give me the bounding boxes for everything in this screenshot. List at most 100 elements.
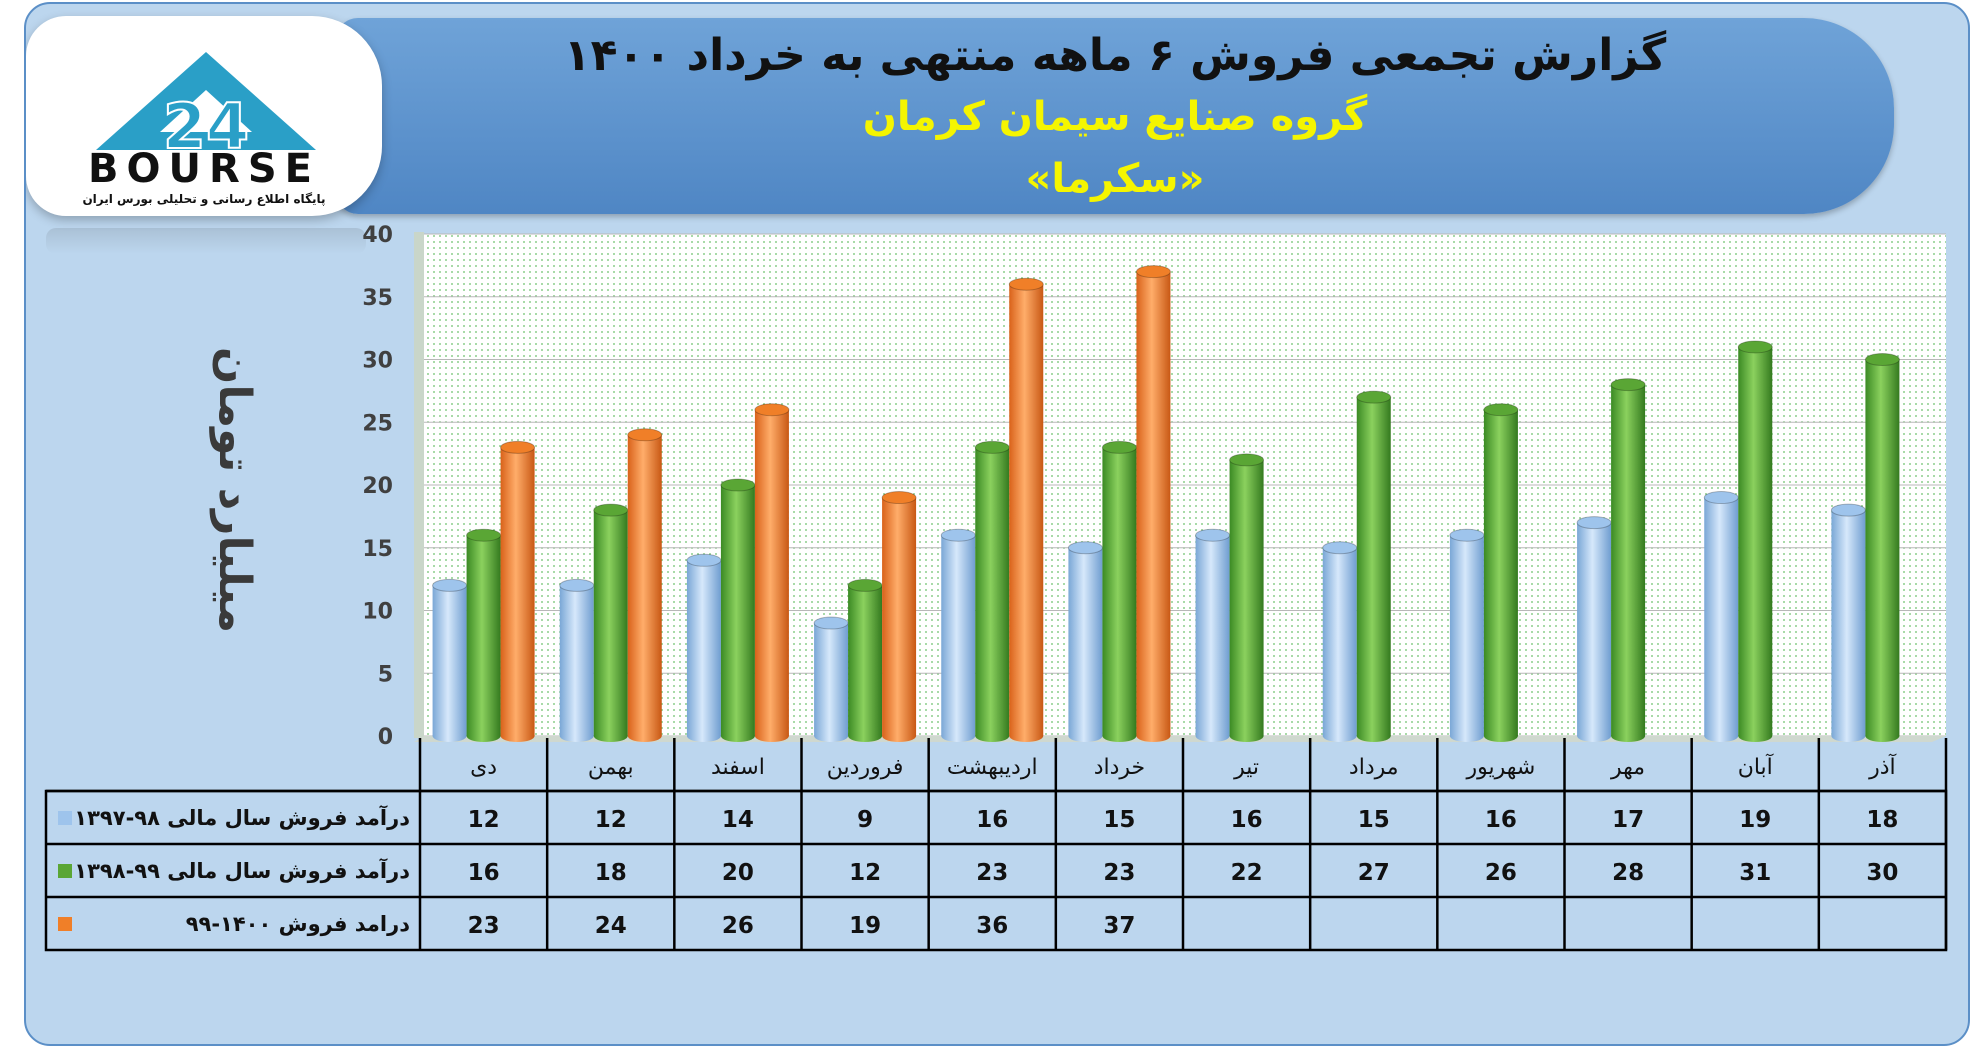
company-name: گروه صنایع سیمان کرمان [862, 94, 1368, 140]
bar [1576, 516, 1612, 742]
bar [500, 440, 536, 742]
bar [1703, 491, 1739, 742]
bar [1322, 541, 1358, 742]
y-tick-label: 10 [362, 600, 393, 625]
bar [686, 553, 722, 742]
bar [466, 528, 502, 742]
data-label: 20 [722, 860, 754, 886]
bar [1449, 528, 1485, 742]
data-label: 16 [1485, 807, 1517, 833]
y-tick-label: 40 [362, 223, 393, 248]
category-label: آبان [1738, 753, 1774, 780]
logo-wordmark: BOURSE [88, 146, 320, 192]
bar [1864, 353, 1900, 742]
category-label: فروردین [827, 755, 904, 780]
data-label: 16 [1231, 807, 1263, 833]
category-label: آذر [1868, 753, 1896, 780]
data-label: 18 [595, 860, 627, 886]
data-label: 14 [722, 807, 754, 833]
y-tick-label: 25 [362, 411, 393, 436]
bar [1008, 277, 1044, 742]
category-label: شهریور [1466, 755, 1536, 780]
y-tick-label: 35 [362, 286, 393, 311]
bar [1356, 390, 1392, 742]
data-table: دی بهمن اسفند فروردین اردیبهشت خرداد تیر مرداد ش… [44, 738, 1948, 952]
data-label: 19 [849, 913, 881, 939]
logo-tagline: پایگاه اطلاع رسانی و تحلیلی بورس ایران [82, 192, 326, 206]
report-title: گزارش تجمعی فروش ۶ ماهه منتهی به خرداد ۱… [563, 30, 1667, 81]
data-label: 26 [1485, 860, 1517, 886]
bar [559, 578, 595, 742]
data-label: 31 [1739, 860, 1771, 886]
data-label: 23 [976, 860, 1008, 886]
data-label: 16 [976, 807, 1008, 833]
legend-entry: درآمد فروش سال مالی ۹۹-۱۳۹۸ [74, 858, 410, 883]
y-tick-label: 0 [378, 725, 393, 750]
data-label: 19 [1739, 807, 1771, 833]
plot-floor [414, 736, 1946, 742]
bars [432, 265, 1900, 742]
bar [720, 478, 756, 742]
logo-reflection [46, 228, 366, 254]
data-label: 16 [468, 860, 500, 886]
bar [813, 616, 849, 742]
svg-text:24: 24 [163, 90, 249, 156]
legend-entry: درامد فروش ۱۴۰۰-۹۹ [186, 912, 411, 936]
data-label: 15 [1103, 807, 1135, 833]
legend-swatch [58, 917, 72, 931]
data-label: 12 [849, 860, 881, 886]
ticker-symbol: «سکرما» [1025, 156, 1205, 202]
data-label: 37 [1103, 913, 1135, 939]
bar [974, 440, 1010, 742]
data-label: 28 [1612, 860, 1644, 886]
category-label: بهمن [588, 755, 634, 780]
bar [1610, 378, 1646, 742]
bar [881, 491, 917, 742]
data-label: 27 [1358, 860, 1390, 886]
data-label: 12 [468, 807, 500, 833]
bar [847, 578, 883, 742]
bourse-logo: 24 BOURSE پایگاه اطلاع رسانی و تحلیلی بو… [26, 16, 382, 216]
legend-swatch [58, 811, 72, 825]
y-axis-ticks: 0 5 10 15 20 25 30 35 40 [362, 223, 393, 750]
data-label: 23 [1103, 860, 1135, 886]
bar [593, 503, 629, 742]
bar [1229, 453, 1265, 742]
bar [1067, 541, 1103, 742]
bar [1737, 340, 1773, 742]
bourse-triangle-icon: 24 [96, 52, 316, 156]
data-label: 12 [595, 807, 627, 833]
bar [1135, 265, 1171, 742]
legend-entry: درآمد فروش سال مالی ۹۸-۱۳۹۷ [74, 805, 410, 830]
category-label: خرداد [1094, 755, 1145, 780]
category-label: اردیبهشت [947, 755, 1038, 780]
y-tick-label: 5 [378, 662, 393, 687]
category-label: اسفند [711, 755, 765, 780]
data-label: 15 [1358, 807, 1390, 833]
category-label: مرداد [1349, 755, 1399, 780]
bar [1483, 403, 1519, 742]
data-label: 18 [1866, 807, 1898, 833]
data-label: 36 [976, 913, 1008, 939]
bar [627, 428, 663, 742]
bar [940, 528, 976, 742]
category-label: دی [470, 755, 497, 780]
plot-area [414, 232, 1946, 742]
data-label: 9 [857, 807, 873, 833]
legend-swatch [58, 864, 72, 878]
data-label: 22 [1231, 860, 1263, 886]
back-wall-edge [414, 232, 424, 738]
title-banner: گزارش تجمعی فروش ۶ ماهه منتهی به خرداد ۱… [336, 18, 1894, 214]
y-tick-label: 20 [362, 474, 393, 499]
category-label: تیر [1233, 755, 1259, 780]
data-label: 30 [1866, 860, 1898, 886]
y-axis-label: میلیارد تومان [209, 347, 260, 633]
bar [754, 403, 790, 742]
data-label: 24 [595, 913, 627, 939]
data-label: 26 [722, 913, 754, 939]
bar [432, 578, 468, 742]
data-label: 17 [1612, 807, 1644, 833]
bar [1830, 503, 1866, 742]
y-tick-label: 15 [362, 537, 393, 562]
